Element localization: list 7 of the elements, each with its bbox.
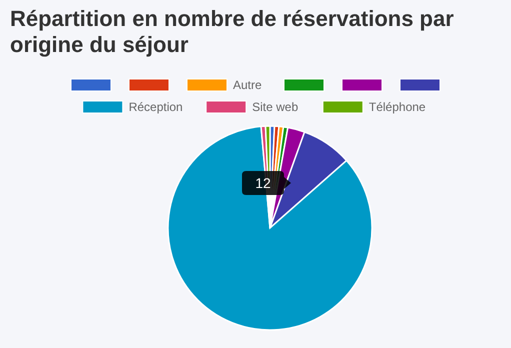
legend-label: Téléphone: [368, 100, 426, 114]
legend-label: Site web: [252, 100, 298, 114]
legend-label: Autre: [233, 78, 262, 92]
pie-slice: [167, 126, 373, 331]
text: 12: [255, 175, 271, 191]
legend-label: Réception: [128, 100, 183, 114]
chart-title: Répartition en nombre de réservations par origine du séjour: [10, 6, 455, 58]
